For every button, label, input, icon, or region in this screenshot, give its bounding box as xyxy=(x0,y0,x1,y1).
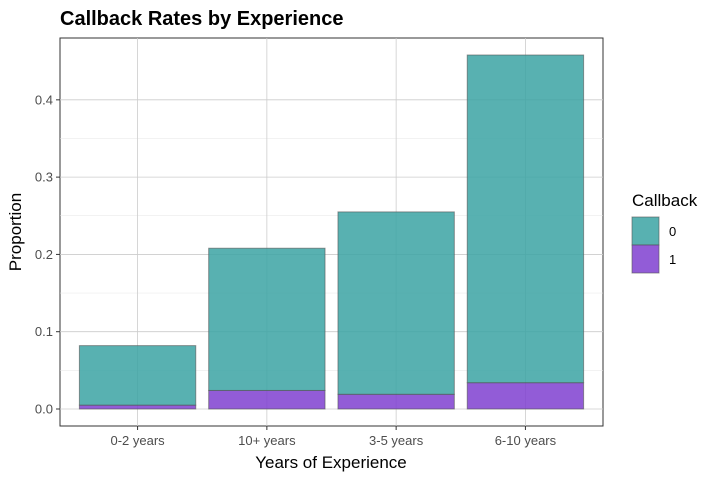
y-axis-title: Proportion xyxy=(6,193,25,271)
x-axis-title: Years of Experience xyxy=(255,453,407,472)
bar-callback-1-6-10-years xyxy=(466,382,585,410)
bar-callback-0-3-5-years xyxy=(337,211,455,395)
x-tick-label: 6-10 years xyxy=(495,433,557,448)
bar-callback-1-0-2-years xyxy=(78,404,197,410)
bar-callback-1-10-years xyxy=(208,389,326,410)
legend-key-0 xyxy=(631,216,660,246)
legend-title: Callback xyxy=(632,191,698,210)
bar-callback-0-0-2-years xyxy=(78,345,197,406)
x-axis-ticks: 0-2 years 10+ years 3-5 years 6-10 years xyxy=(110,426,557,448)
bars xyxy=(78,54,585,410)
y-tick-label: 0.2 xyxy=(35,247,53,262)
y-axis-ticks: 0.0 0.1 0.2 0.3 0.4 xyxy=(35,92,60,416)
bar-callback-0-10-years xyxy=(208,247,326,391)
chart-title: Callback Rates by Experience xyxy=(60,8,343,30)
legend-key-1 xyxy=(631,244,660,274)
y-tick-label: 0.3 xyxy=(35,170,53,185)
legend-label-1: 1 xyxy=(669,252,676,267)
bar-callback-0-6-10-years xyxy=(466,54,585,384)
y-tick-label: 0.4 xyxy=(35,92,53,107)
x-tick-label: 3-5 years xyxy=(369,433,424,448)
legend: Callback 0 1 xyxy=(631,191,698,274)
y-tick-label: 0.0 xyxy=(35,401,53,416)
legend-label-0: 0 xyxy=(669,224,676,239)
y-tick-label: 0.1 xyxy=(35,324,53,339)
x-tick-label: 10+ years xyxy=(238,433,296,448)
x-tick-label: 0-2 years xyxy=(110,433,165,448)
bar-callback-1-3-5-years xyxy=(337,393,455,410)
